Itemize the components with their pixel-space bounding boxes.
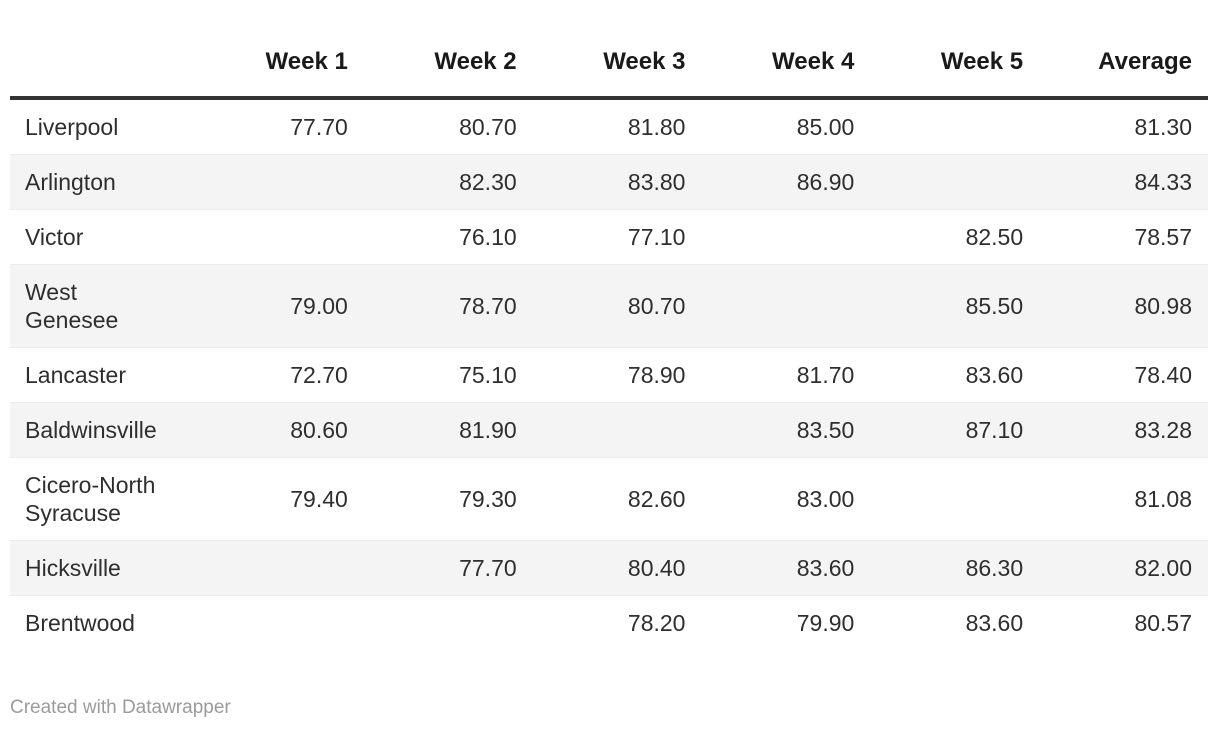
table-row-lancaster: Lancaster 72.70 75.10 78.90 81.70 83.60 …: [10, 347, 1208, 403]
table-row-hicksville: Hicksville 77.70 80.40 83.60 86.30 82.00: [10, 540, 1208, 596]
cell-week-3: 78.20: [627, 610, 686, 636]
row-label: Hicksville: [25, 555, 121, 581]
row-label: Arlington: [25, 169, 116, 195]
cell-week-2: 76.10: [459, 224, 517, 250]
column-header-week-2: Week 2: [434, 48, 517, 75]
cell-week-4: 86.90: [796, 169, 855, 195]
cell-week-1: 79.00: [290, 293, 348, 319]
cell-week-2: 78.70: [459, 293, 517, 319]
data-table-container: Week 1 Week 2 Week 3 Week 4 Week 5 Avera…: [10, 30, 1208, 650]
cell-average: 78.57: [1134, 224, 1192, 250]
cell-week-4: 85.00: [796, 114, 855, 140]
cell-average: 84.33: [1134, 169, 1192, 195]
table-row-west-genesee: West Genesee 79.00 78.70 80.70 85.50 80.…: [10, 264, 1208, 348]
cell-week-1: 72.70: [290, 362, 348, 388]
column-header-week-5: Week 5: [940, 48, 1024, 75]
row-label: Victor: [25, 224, 84, 250]
weekly-scores-table: Week 1 Week 2 Week 3 Week 4 Week 5 Avera…: [10, 30, 1208, 650]
table-body: Liverpool 77.70 80.70 81.80 85.00 81.30 …: [10, 98, 1208, 650]
header-row: Week 1 Week 2 Week 3 Week 4 Week 5 Avera…: [10, 30, 1208, 98]
cell-average: 82.00: [1134, 555, 1192, 581]
cell-week-2: [364, 596, 533, 651]
cell-week-4: 83.50: [796, 417, 855, 443]
cell-week-5: [870, 458, 1039, 541]
cell-week-3: 81.80: [627, 114, 686, 140]
cell-week-1: [195, 210, 364, 265]
cell-week-2: 79.30: [459, 486, 517, 512]
cell-week-5: 82.50: [965, 224, 1024, 250]
table-row-brentwood: Brentwood 78.20 79.90 83.60 80.57: [10, 595, 1208, 651]
cell-week-5: 86.30: [965, 555, 1024, 581]
cell-average: 78.40: [1134, 362, 1192, 388]
cell-week-4: 83.60: [796, 555, 855, 581]
cell-average: 80.98: [1134, 293, 1192, 319]
cell-week-1: 80.60: [290, 417, 348, 443]
table-header: Week 1 Week 2 Week 3 Week 4 Week 5 Avera…: [10, 30, 1208, 98]
cell-average: 83.28: [1134, 417, 1192, 443]
cell-week-3: 82.60: [627, 486, 686, 512]
cell-week-5: [870, 98, 1039, 155]
corner-header-cell: [10, 30, 195, 98]
cell-week-3: 80.40: [627, 555, 686, 581]
cell-week-4: [701, 265, 870, 348]
cell-week-2: 81.90: [459, 417, 517, 443]
cell-week-1: 79.40: [290, 486, 348, 512]
table-row-victor: Victor 76.10 77.10 82.50 78.57: [10, 209, 1208, 265]
cell-week-5: 83.60: [965, 610, 1024, 636]
row-label: Liverpool: [25, 114, 119, 140]
column-header-average: Average: [1098, 48, 1192, 75]
cell-week-2: 82.30: [459, 169, 517, 195]
cell-week-4: 81.70: [796, 362, 855, 388]
table-row-arlington: Arlington 82.30 83.80 86.90 84.33: [10, 154, 1208, 210]
cell-week-4: 83.00: [796, 486, 855, 512]
cell-average: 80.57: [1134, 610, 1192, 636]
row-label: Baldwinsville: [25, 417, 157, 443]
cell-week-2: 80.70: [459, 114, 517, 140]
cell-week-1: [195, 541, 364, 596]
cell-week-3: 80.70: [627, 293, 686, 319]
table-row-liverpool: Liverpool 77.70 80.70 81.80 85.00 81.30: [10, 98, 1208, 155]
column-header-week-4: Week 4: [772, 48, 855, 75]
table-row-baldwinsville: Baldwinsville 80.60 81.90 83.50 87.10 83…: [10, 402, 1208, 458]
cell-week-2: 75.10: [459, 362, 517, 388]
cell-week-3: [533, 403, 702, 458]
cell-week-3: 77.10: [627, 224, 686, 250]
row-label: West Genesee: [25, 279, 119, 333]
cell-week-5: [870, 155, 1039, 210]
cell-week-5: 87.10: [965, 417, 1024, 443]
cell-week-5: 83.60: [965, 362, 1024, 388]
table-row-cicero-north-syracuse: Cicero-North Syracuse 79.40 79.30 82.60 …: [10, 457, 1208, 541]
row-label: Cicero-North Syracuse: [25, 472, 156, 526]
datawrapper-credit-link[interactable]: Created with Datawrapper: [10, 697, 231, 718]
cell-week-3: 83.80: [627, 169, 686, 195]
column-header-week-1: Week 1: [265, 48, 348, 75]
cell-average: 81.30: [1134, 114, 1192, 140]
cell-week-4: 79.90: [796, 610, 855, 636]
row-label: Brentwood: [25, 610, 135, 636]
column-header-week-3: Week 3: [603, 48, 686, 75]
cell-week-5: 85.50: [965, 293, 1024, 319]
cell-week-2: 77.70: [459, 555, 517, 581]
cell-week-1: [195, 155, 364, 210]
cell-week-1: [195, 596, 364, 651]
cell-week-1: 77.70: [290, 114, 348, 140]
cell-week-3: 78.90: [627, 362, 686, 388]
attribution-footer: Created with Datawrapper: [10, 696, 1220, 720]
cell-week-4: [701, 210, 870, 265]
cell-average: 81.08: [1134, 486, 1192, 512]
row-label: Lancaster: [25, 362, 127, 388]
